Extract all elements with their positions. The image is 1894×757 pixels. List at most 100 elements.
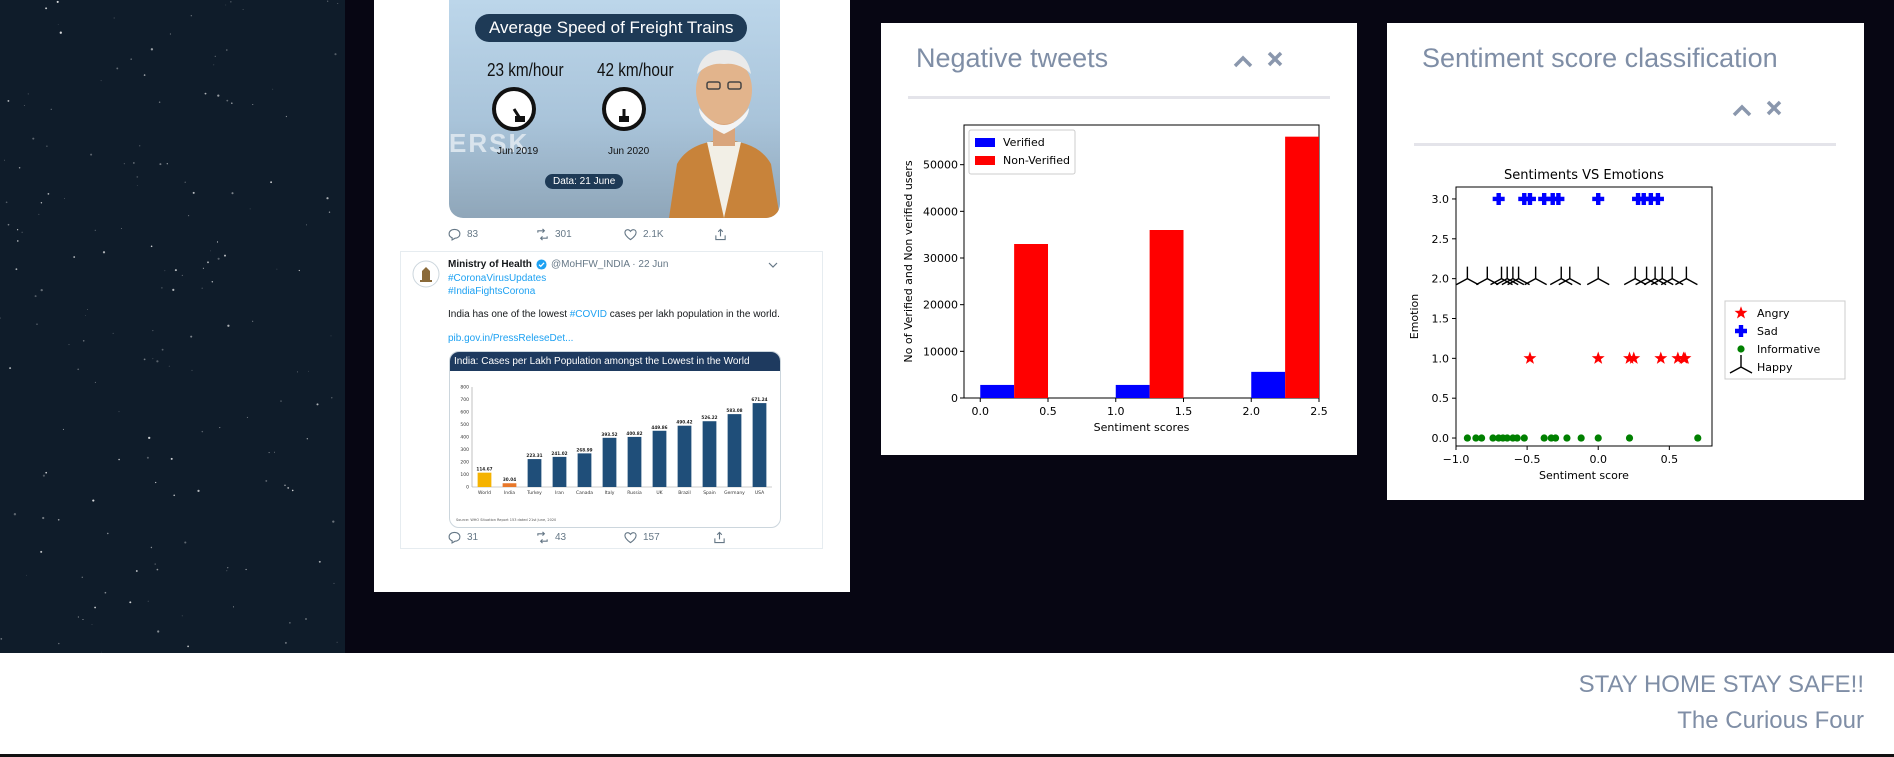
star-dot	[190, 335, 193, 338]
star-dot	[15, 268, 18, 271]
star-dot	[219, 427, 221, 429]
card-source: Source: WHO Situation Report 153 dated 2…	[456, 518, 556, 522]
star-dot	[184, 181, 186, 183]
star-dot	[45, 471, 48, 474]
star-dot	[63, 198, 65, 199]
legend-box	[1724, 300, 1846, 380]
star-dot	[40, 202, 43, 204]
bar-spain	[702, 421, 717, 487]
point-happy	[1524, 266, 1547, 286]
panel-divider	[1414, 143, 1836, 146]
point-angry	[1523, 351, 1537, 364]
star-dot	[156, 568, 159, 571]
reply-button[interactable]: 31	[448, 531, 478, 544]
share-button[interactable]	[714, 228, 727, 241]
collapse-button[interactable]	[1732, 100, 1752, 122]
data-date-badge: Data: 21 June	[545, 174, 624, 189]
reply-button[interactable]: 83	[448, 228, 478, 241]
x-tick-label: 0.0	[972, 405, 990, 418]
star-dot	[82, 339, 85, 342]
star-dot	[45, 7, 48, 10]
heart-icon	[624, 532, 637, 544]
close-button[interactable]	[1765, 99, 1783, 122]
star-dot	[291, 489, 294, 492]
tweet-2-image-card[interactable]: India: Cases per Lakh Population amongst…	[449, 351, 781, 528]
point-informative	[1503, 434, 1511, 442]
bar-usa	[752, 403, 767, 487]
like-button[interactable]: 2.1K	[624, 228, 664, 241]
point-informative	[1463, 434, 1471, 442]
star-dot	[332, 520, 335, 523]
star-dot	[285, 115, 288, 118]
point-informative	[1472, 434, 1480, 442]
hashtag-coronavirusupdates[interactable]: #CoronaVirusUpdates	[448, 273, 547, 284]
y-tick-label: 200	[460, 460, 469, 466]
chevron-up-icon	[1233, 55, 1253, 68]
star-dot	[161, 287, 163, 289]
tweet-handle-date[interactable]: @MoHFW_INDIA · 22 Jun	[551, 259, 669, 270]
star-dot	[150, 245, 153, 248]
ministry-avatar[interactable]	[412, 260, 440, 288]
point-informative	[1594, 434, 1602, 442]
reply-icon	[448, 531, 461, 544]
collapse-button[interactable]	[1233, 51, 1253, 73]
star-dot	[47, 193, 50, 195]
star-dot	[133, 162, 135, 164]
like-button[interactable]: 157	[624, 531, 660, 544]
star-dot	[152, 330, 154, 332]
tweet-body-pre: India has one of the lowest	[448, 309, 570, 320]
star-dot	[226, 570, 228, 572]
star-dot	[152, 358, 154, 360]
star-dot	[276, 268, 278, 270]
star-dot	[13, 513, 17, 516]
star-dot	[210, 250, 211, 252]
point-informative	[1551, 434, 1560, 442]
star-dot	[50, 108, 52, 110]
star-dot	[272, 88, 274, 90]
star-dot	[113, 17, 115, 19]
hashtag-covid[interactable]: #COVID	[569, 309, 607, 320]
star-dot	[333, 582, 335, 584]
star-dot	[26, 574, 27, 576]
star-dot	[135, 570, 138, 572]
container-text: ERSK	[449, 128, 530, 158]
tweet-1-image[interactable]: ERSK Average Speed of Freight Trains 23 …	[449, 0, 780, 218]
star-dot	[150, 48, 154, 51]
star-dot	[337, 3, 339, 4]
bar-russia	[627, 436, 642, 487]
star-dot	[118, 411, 120, 413]
verified-badge-icon	[536, 259, 547, 270]
star-dot	[201, 287, 203, 289]
share-icon	[714, 531, 725, 544]
star-dot	[284, 641, 287, 644]
star-dot	[245, 568, 247, 571]
y-tick-label: 50000	[923, 159, 958, 172]
close-button[interactable]	[1266, 50, 1284, 73]
chevron-down-icon[interactable]	[768, 261, 778, 269]
star-dot	[116, 67, 119, 70]
star-dot	[23, 105, 25, 106]
star-dot	[129, 601, 132, 604]
star-dot	[192, 191, 195, 194]
x-tick-label: Canada	[576, 490, 593, 496]
panel-title: Negative tweets	[916, 43, 1109, 73]
star-dot	[170, 457, 173, 460]
star-dot	[130, 58, 132, 60]
tweet-author[interactable]: Ministry of Health	[448, 259, 532, 270]
retweet-button[interactable]: 301	[536, 228, 572, 241]
press-release-link[interactable]: pib.gov.in/PressReleseDet...	[448, 333, 574, 344]
x-tick-label: Germany	[724, 490, 745, 496]
value-label: 583.08	[726, 408, 742, 413]
star-dot	[164, 270, 166, 272]
hashtag-indiafightscorona[interactable]: #IndiaFightsCorona	[448, 286, 536, 297]
retweet-button[interactable]: 43	[536, 531, 566, 544]
share-button[interactable]	[713, 531, 726, 544]
point-sad	[1492, 192, 1505, 205]
bar-italy	[602, 437, 617, 487]
value-label: 30.04	[503, 477, 516, 482]
star-dot	[147, 600, 149, 602]
x-tick-label: 2.5	[1310, 405, 1328, 418]
star-dot	[231, 102, 233, 104]
x-axis-label: Sentiment score	[1539, 469, 1629, 482]
star-dot	[143, 358, 146, 361]
